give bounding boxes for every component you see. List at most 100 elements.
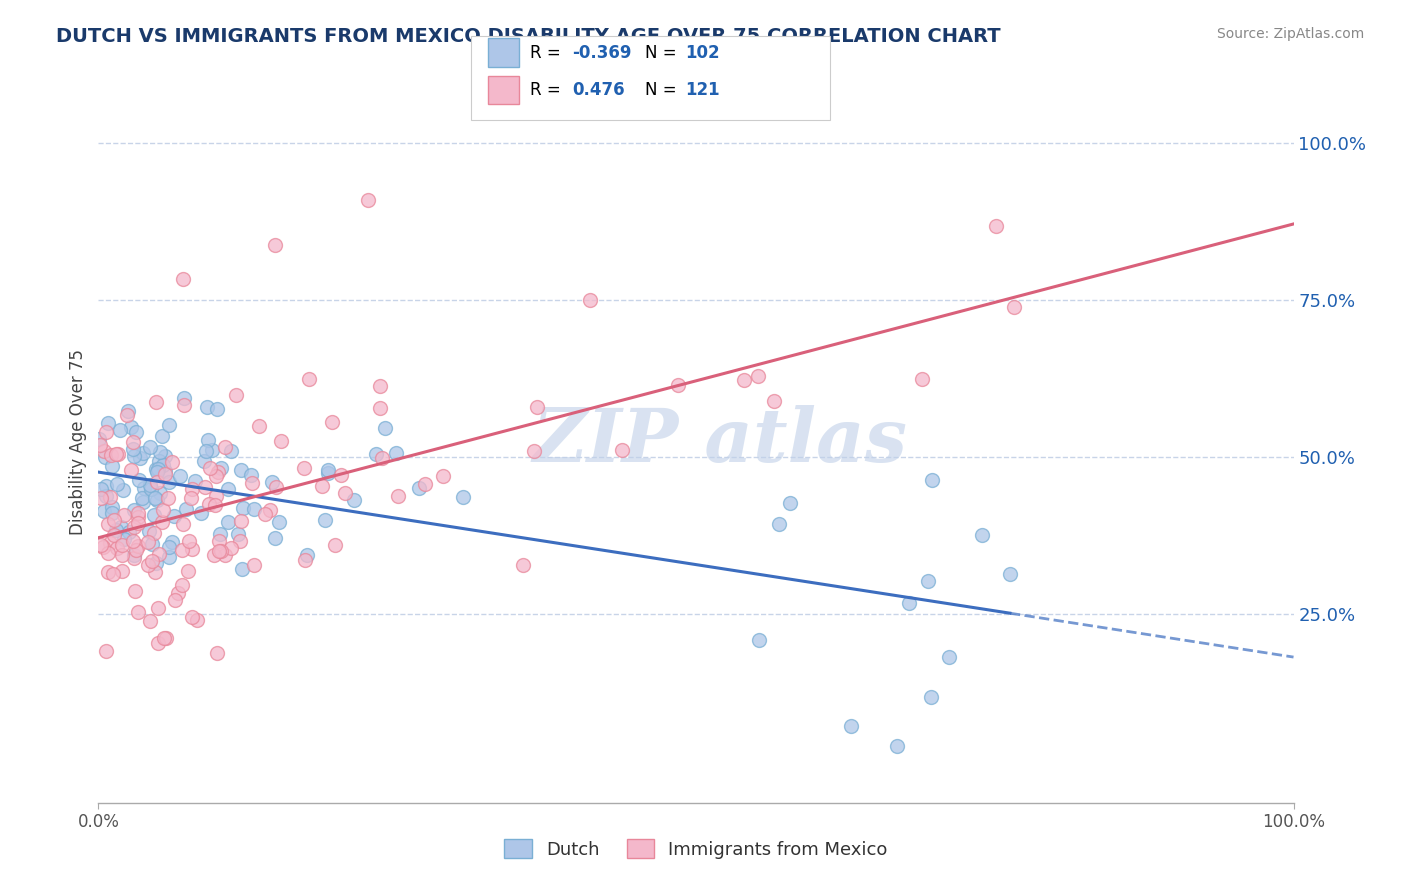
Point (314, 513, 336, 527)
Point (127, 605, 149, 619)
Point (205, 401, 228, 416)
Point (207, 465, 229, 479)
Point (762, 394, 785, 409)
Text: R =: R = (530, 81, 571, 99)
Point (181, 542, 204, 557)
Point (156, 491, 179, 505)
Point (111, 564, 134, 578)
Point (202, 548, 225, 562)
Point (146, 461, 169, 475)
Point (200, 461, 222, 475)
Point (125, 542, 148, 557)
Point (911, 372, 934, 386)
Point (668, 378, 690, 392)
Point (153, 464, 176, 478)
Point (112, 508, 135, 522)
Point (101, 458, 124, 473)
Point (94, 450, 117, 465)
Point (938, 649, 960, 664)
Point (97, 416, 120, 430)
Point (159, 540, 181, 554)
Point (323, 538, 346, 552)
Point (139, 482, 162, 496)
Point (201, 443, 224, 458)
Point (146, 475, 169, 490)
Point (94, 479, 117, 493)
Point (101, 566, 124, 581)
Point (97, 565, 120, 579)
Point (131, 491, 153, 505)
Point (295, 549, 318, 563)
Point (217, 483, 239, 497)
Point (316, 466, 339, 480)
Point (321, 415, 343, 429)
Point (112, 483, 135, 497)
Point (232, 501, 254, 516)
Point (259, 503, 281, 517)
Point (294, 553, 316, 567)
Point (145, 461, 167, 475)
Point (333, 486, 356, 500)
Point (219, 444, 242, 458)
Point (136, 558, 159, 572)
Point (125, 425, 148, 439)
Point (247, 418, 270, 433)
Point (264, 238, 287, 252)
Point (747, 368, 769, 383)
Point (174, 502, 197, 516)
Point (839, 719, 862, 733)
Point (229, 514, 252, 528)
Text: N =: N = (645, 44, 682, 62)
Point (172, 516, 194, 531)
Point (122, 449, 145, 463)
Point (193, 454, 215, 468)
Point (998, 566, 1021, 581)
Point (170, 543, 193, 558)
Point (748, 632, 770, 647)
Point (127, 516, 149, 531)
Point (146, 600, 169, 615)
Point (155, 632, 177, 646)
Text: Source: ZipAtlas.com: Source: ZipAtlas.com (1216, 27, 1364, 41)
Point (385, 446, 408, 460)
Point (197, 433, 219, 447)
Text: 121: 121 (685, 81, 720, 99)
Point (117, 403, 139, 417)
Point (219, 541, 242, 556)
Point (93, 443, 115, 458)
Point (138, 477, 160, 491)
Point (228, 527, 250, 541)
Point (329, 468, 352, 483)
Point (413, 476, 436, 491)
Point (162, 535, 184, 549)
Point (204, 499, 226, 513)
Y-axis label: Disability Age Over 75: Disability Age Over 75 (69, 349, 87, 534)
Point (173, 398, 195, 412)
Point (229, 463, 252, 477)
Point (148, 548, 170, 562)
Point (208, 534, 231, 549)
Point (118, 525, 141, 540)
Point (181, 482, 204, 496)
Point (208, 526, 231, 541)
Point (897, 596, 920, 610)
Point (170, 578, 193, 592)
Point (129, 451, 152, 466)
Point (194, 443, 217, 458)
Point (138, 440, 160, 454)
Point (141, 537, 163, 551)
Point (107, 447, 129, 461)
Point (163, 509, 186, 524)
Point (138, 615, 160, 629)
Point (89, 438, 111, 452)
Point (146, 493, 169, 508)
Point (253, 507, 276, 521)
Point (111, 548, 134, 562)
Point (145, 565, 167, 579)
Point (368, 378, 391, 392)
Point (128, 474, 150, 488)
Point (157, 475, 180, 489)
Point (205, 468, 228, 483)
Point (111, 538, 134, 552)
Point (112, 532, 135, 546)
